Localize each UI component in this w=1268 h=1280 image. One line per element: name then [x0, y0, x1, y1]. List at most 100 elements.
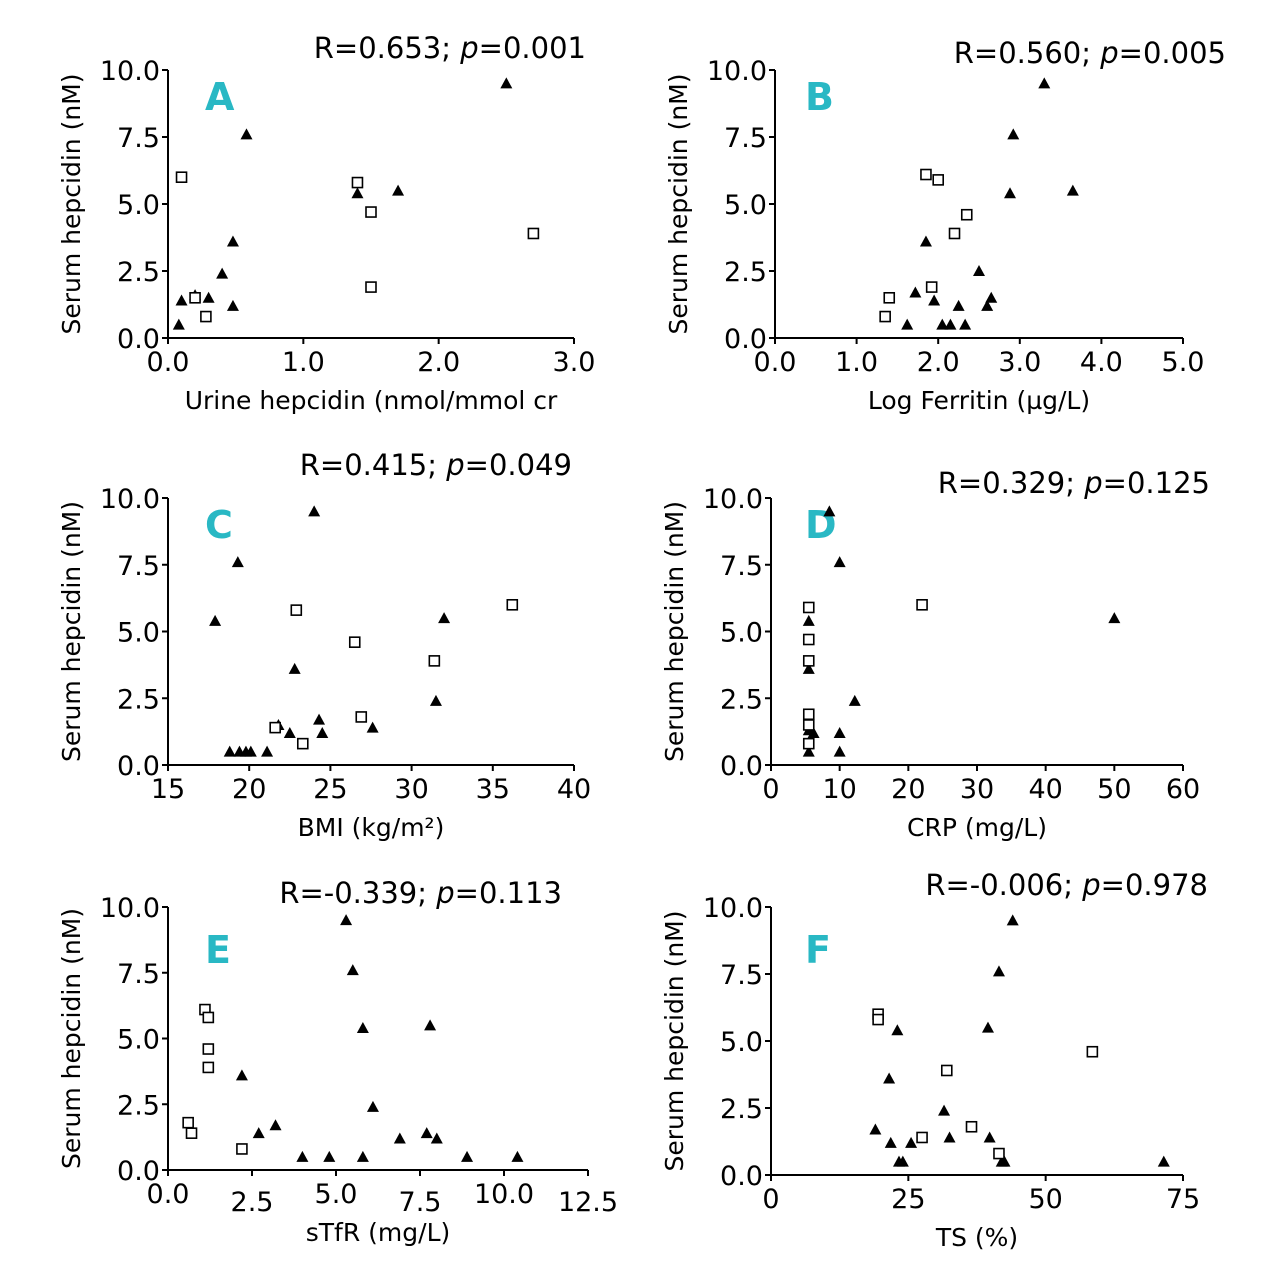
x-axis-label: Urine hepcidin (nmol/mmol cr — [185, 386, 558, 415]
r-value: R=0.653; — [314, 31, 460, 65]
data-point-triangle — [356, 1150, 369, 1162]
x-tick-label: 20 — [232, 774, 266, 805]
data-point-square — [993, 1147, 1005, 1160]
x-tick-label: 35 — [476, 774, 510, 805]
data-point-triangle — [323, 1150, 336, 1162]
panel-d: 0.0 2.5 5.0 7.5 10.0 0 10 20 30 40 50 60 CRP (mg/L) S… — [660, 466, 1210, 842]
data-point-triangle — [240, 128, 253, 140]
y-tick-label: 10.0 — [100, 56, 160, 87]
y-axis-label: Serum hepcidin (nM) — [660, 911, 689, 1172]
data-point-triangle — [1066, 184, 1079, 196]
x-tick-label: 5.0 — [1162, 347, 1205, 378]
panel-b: 0.0 2.5 5.0 7.5 10.0 0.0 1.0 2.0 3.0 4.0 5.0 Log Fe… — [664, 36, 1226, 415]
x-tick-label: 4.0 — [1080, 347, 1123, 378]
x-tick-label: 30 — [960, 774, 994, 805]
data-point-triangle — [936, 318, 949, 330]
data-point-square — [506, 598, 519, 611]
x-tick-label: 2.5 — [231, 1187, 274, 1218]
data-point-square — [290, 604, 303, 616]
data-point-square — [202, 1043, 215, 1055]
data-point-triangle — [909, 286, 922, 298]
data-point-triangle — [823, 505, 836, 517]
panel-letter: A — [205, 75, 235, 119]
data-point-triangle — [269, 1119, 282, 1131]
data-point-triangle — [500, 77, 513, 89]
data-point-triangle — [346, 964, 359, 976]
data-point-triangle — [340, 914, 353, 926]
data-point-triangle — [802, 745, 815, 757]
panel-e: 0.0 2.5 5.0 7.5 10.0 0.0 2.5 5.0 7.5 10.0 12.5 sTfR… — [57, 876, 618, 1247]
data-point-triangle — [928, 294, 941, 306]
data-point-triangle — [438, 612, 451, 624]
data-point-square — [879, 310, 891, 323]
panel-a: 0.0 2.5 5.0 7.5 10.0 0.0 1.0 2.0 3.0 Urine hepcid… — [57, 31, 595, 415]
panel-letter: F — [805, 928, 831, 972]
data-point-square — [348, 636, 361, 648]
data-point-square — [802, 601, 815, 614]
p-symbol: p — [459, 31, 478, 65]
x-tick-label: 3.0 — [553, 347, 596, 378]
data-point-square — [802, 655, 815, 667]
x-axis-label: Log Ferritin (µg/L) — [868, 386, 1090, 415]
y-tick-label: 5.0 — [117, 618, 160, 649]
data-point-square — [428, 655, 441, 667]
p-symbol: p — [445, 448, 464, 482]
y-tick-label: 10.0 — [703, 484, 763, 515]
y-tick-label: 5.0 — [117, 190, 160, 221]
y-tick-label: 2.5 — [117, 684, 160, 715]
data-point-triangle — [226, 235, 239, 247]
correlation-stat: R=0.329; p=0.125 — [938, 466, 1210, 500]
x-axis-label: BMI (kg/m²) — [298, 813, 445, 842]
data-point-triangle — [883, 1072, 896, 1084]
y-tick-label: 0.0 — [720, 751, 763, 782]
x-tick-label: 75 — [1166, 1184, 1200, 1215]
x-tick-label: 25 — [313, 774, 347, 805]
y-tick-label: 2.5 — [724, 257, 767, 288]
data-point-triangle — [366, 721, 379, 733]
x-tick-label: 20 — [891, 774, 925, 805]
r-value: R=0.560; — [954, 36, 1100, 70]
data-point-triangle — [366, 1100, 379, 1112]
p-value: =0.049 — [465, 448, 572, 482]
data-point-triangle — [992, 965, 1005, 977]
p-symbol: p — [1083, 466, 1102, 500]
data-point-triangle — [283, 726, 296, 738]
x-tick-label: 1.0 — [282, 347, 325, 378]
y-axis-label: Serum hepcidin (nM) — [57, 501, 86, 762]
data-point-triangle — [919, 235, 932, 247]
data-point-triangle — [869, 1123, 882, 1135]
y-tick-label: 5.0 — [720, 618, 763, 649]
data-point-triangle — [1038, 77, 1051, 89]
data-point-triangle — [209, 614, 222, 626]
data-point-triangle — [429, 694, 442, 706]
panel-letter: D — [805, 503, 837, 547]
data-point-triangle — [943, 1131, 956, 1143]
data-point-square — [202, 1011, 215, 1024]
data-point-triangle — [252, 1127, 265, 1139]
y-tick-label: 2.5 — [117, 257, 160, 288]
data-point-square — [872, 1013, 884, 1026]
data-point-triangle — [1108, 612, 1121, 624]
y-tick-label: 7.5 — [117, 123, 160, 154]
data-point-triangle — [985, 291, 998, 303]
data-point-square — [948, 227, 961, 240]
y-tick-label: 7.5 — [117, 959, 160, 990]
data-point-triangle — [202, 291, 215, 303]
x-axis-label: sTfR (mg/L) — [306, 1218, 451, 1247]
data-point-triangle — [901, 318, 914, 330]
panel-c: 0.0 2.5 5.0 7.5 10.0 15 20 25 30 35 40 BMI (kg/m²) S… — [57, 448, 591, 842]
y-axis-label: Serum hepcidin (nM) — [57, 908, 86, 1169]
data-point-triangle — [833, 726, 846, 738]
data-point-square — [269, 721, 281, 734]
data-point-triangle — [461, 1150, 474, 1162]
x-tick-label: 7.5 — [399, 1187, 442, 1218]
data-point-triangle — [884, 1136, 897, 1148]
data-point-triangle — [172, 318, 185, 330]
data-point-square — [365, 206, 377, 218]
data-point-triangle — [1157, 1155, 1170, 1167]
y-tick-label: 7.5 — [720, 960, 763, 991]
data-point-triangle — [175, 294, 188, 306]
data-point-square — [355, 711, 368, 723]
data-point-triangle — [802, 614, 815, 626]
